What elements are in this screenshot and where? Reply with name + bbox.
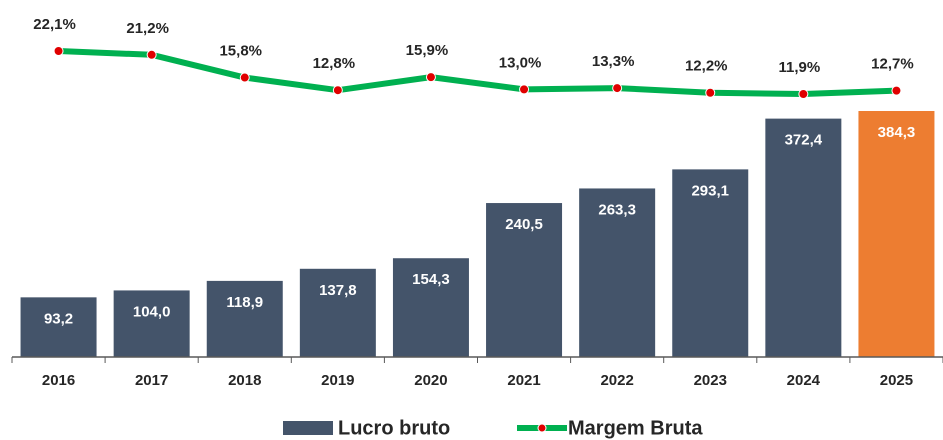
x-tick-label: 2016	[42, 372, 75, 389]
bar	[579, 188, 656, 357]
x-tick-label: 2025	[880, 372, 913, 389]
x-tick-label: 2020	[414, 372, 447, 389]
x-tick-label: 2022	[600, 372, 633, 389]
line-value-label: 12,8%	[313, 55, 356, 72]
bar-value-label: 104,0	[133, 303, 171, 320]
x-tick-label: 2017	[135, 372, 168, 389]
line-marker	[239, 72, 250, 83]
x-tick-label: 2024	[787, 372, 821, 389]
bar-value-label: 372,4	[785, 132, 823, 149]
line-value-label: 13,0%	[499, 54, 542, 71]
line-marker	[798, 89, 809, 99]
x-tick-label: 2023	[694, 372, 727, 389]
bar-value-label: 118,9	[226, 294, 263, 311]
line-value-label: 15,9%	[406, 42, 449, 59]
bar-value-label: 263,3	[598, 201, 636, 218]
bar-value-label: 384,3	[878, 124, 916, 141]
bar	[113, 290, 190, 357]
line-value-label: 13,3%	[592, 53, 635, 70]
line-marker	[53, 46, 64, 56]
legend-label: Margem Bruta	[568, 417, 703, 439]
x-tick-label: 2018	[228, 372, 261, 389]
bar-value-label: 93,2	[44, 310, 73, 327]
line-marker	[146, 49, 157, 60]
bar	[392, 258, 469, 357]
x-tick-label: 2021	[507, 372, 540, 389]
line-value-label: 12,2%	[685, 58, 728, 75]
bar	[858, 111, 935, 357]
line-marker	[612, 83, 623, 94]
bar-value-label: 293,1	[691, 182, 729, 199]
legend-marker	[537, 423, 547, 433]
line-value-label: 22,1%	[33, 16, 76, 33]
bar	[20, 297, 97, 357]
line-value-label: 21,2%	[126, 20, 169, 37]
bar-value-label: 137,8	[319, 282, 357, 299]
legend-label: Lucro bruto	[338, 417, 450, 439]
line-marker	[425, 72, 436, 83]
line-value-label: 12,7%	[871, 56, 914, 73]
legend-swatch	[283, 421, 333, 435]
bar	[672, 169, 749, 357]
line-marker	[891, 85, 902, 96]
bar	[299, 268, 376, 357]
bar-value-label: 154,3	[412, 271, 450, 288]
bar	[765, 118, 842, 357]
line-value-label: 15,8%	[219, 43, 262, 60]
line-marker	[705, 87, 716, 98]
line-marker	[332, 85, 343, 96]
x-tick-label: 2019	[321, 372, 354, 389]
margin-line	[58, 48, 897, 97]
bar	[486, 203, 563, 357]
bar	[206, 280, 283, 357]
line-value-label: 11,9%	[778, 59, 820, 76]
bar-value-label: 240,5	[505, 216, 543, 233]
line-marker	[519, 84, 530, 95]
